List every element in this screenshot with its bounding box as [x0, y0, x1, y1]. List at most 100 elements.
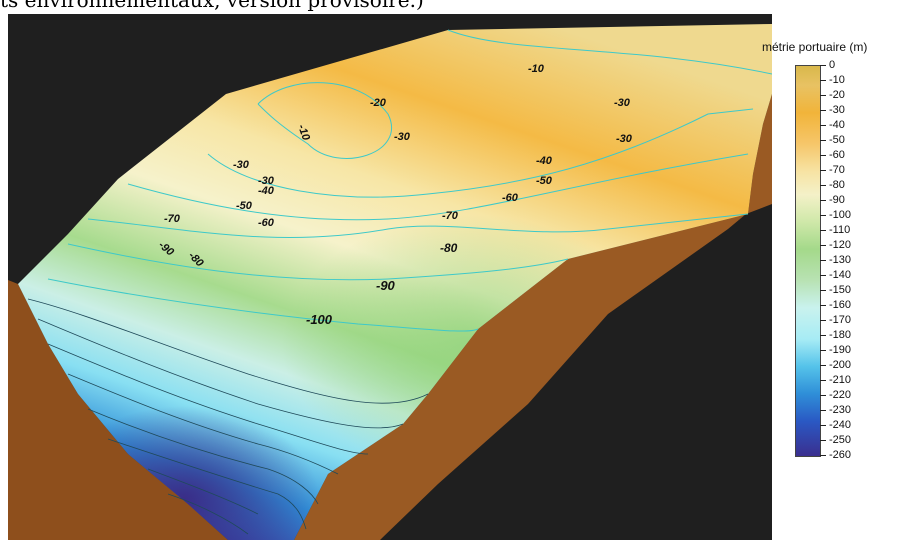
- contour-label: -80: [440, 241, 458, 255]
- legend-tick-label: -80: [829, 179, 845, 191]
- contour-label: -70: [442, 210, 459, 222]
- legend-tick-label: -60: [829, 149, 845, 161]
- legend-tick-label: -100: [829, 209, 852, 221]
- block-left-face: [8, 280, 228, 540]
- legend-tick: -130: [820, 254, 852, 266]
- legend-tick-label: -200: [829, 359, 852, 371]
- legend-tick-mark: [820, 379, 826, 381]
- legend-tick: -110: [820, 224, 851, 236]
- legend-tick-mark: [820, 169, 826, 171]
- contour-label: -100: [306, 312, 333, 327]
- legend-tick-mark: [820, 394, 826, 396]
- contour-labels: -10 -20 -30 -30 -30 -10 -30 -30 -40 -40 …: [156, 63, 633, 327]
- legend-tick: -80: [820, 179, 845, 191]
- legend-tick-mark: [820, 334, 826, 336]
- contour-label: -50: [536, 175, 553, 187]
- contour-label: -60: [502, 192, 519, 204]
- depth-scale-ticks: 0 -10 -20 -30 -40 -50 -60 -70 -80 -90 -100 -110 -120…: [820, 59, 890, 461]
- legend-tick-mark: [820, 79, 826, 81]
- legend-tick: -250: [820, 434, 852, 446]
- legend-tick: -20: [820, 89, 845, 101]
- legend-tick-label: -180: [829, 329, 852, 341]
- legend-tick-mark: [820, 424, 826, 426]
- contour-lines-deep: [27, 298, 429, 535]
- legend-tick-mark: [820, 289, 826, 291]
- depth-color-scale: [795, 65, 821, 457]
- legend-tick-mark: [820, 259, 826, 261]
- contour-label: -30: [233, 159, 250, 171]
- legend-tick-mark: [820, 319, 826, 321]
- legend-tick: -170: [820, 315, 851, 326]
- legend-tick-label: -140: [829, 269, 852, 281]
- legend-tick: -190: [820, 344, 852, 356]
- legend-tick-label: -150: [829, 284, 852, 296]
- contour-label: -40: [258, 185, 275, 197]
- legend-tick-label: -210: [829, 374, 852, 386]
- legend-tick: -200: [820, 359, 852, 371]
- legend-tick-label: -130: [829, 254, 852, 266]
- bathymetry-block-svg: -10 -20 -30 -30 -30 -10 -30 -30 -40 -40 …: [8, 24, 772, 540]
- surface-shading-deep: [18, 24, 772, 540]
- legend-tick: -100: [820, 209, 852, 221]
- legend-tick: -210: [820, 374, 852, 386]
- contour-label: -10: [295, 123, 312, 143]
- legend-tick-mark: [820, 124, 826, 126]
- contour-lines-shallow: [47, 29, 772, 332]
- legend-tick: -120: [820, 239, 852, 251]
- contour-label: -70: [164, 213, 181, 225]
- legend-tick-label: -70: [829, 164, 845, 176]
- contour-label: -30: [614, 97, 631, 109]
- legend-tick-mark: [820, 94, 826, 96]
- legend-tick-label: -110: [829, 224, 851, 236]
- legend-tick: -260: [820, 450, 851, 461]
- legend-tick-mark: [820, 109, 826, 111]
- legend-tick-label: -240: [829, 419, 852, 431]
- legend-tick-mark: [820, 199, 826, 201]
- legend-tick-mark: [820, 439, 826, 441]
- figure-caption: ts environnementaux, version provisoire.…: [0, 0, 424, 12]
- legend-tick-mark: [820, 274, 826, 276]
- legend-tick-mark: [820, 214, 826, 216]
- legend-tick-mark: [820, 64, 826, 66]
- legend-tick-label: -230: [829, 404, 852, 416]
- contour-label: -90: [376, 278, 396, 293]
- legend-tick: -10: [820, 74, 845, 86]
- legend-tick: -30: [820, 104, 845, 116]
- contour-label: -10: [528, 63, 545, 75]
- legend-tick-label: -190: [829, 344, 852, 356]
- legend-tick: -60: [820, 149, 845, 161]
- legend-tick-label: -10: [829, 74, 845, 86]
- legend-tick-label: -30: [829, 104, 845, 116]
- legend-tick-label: -160: [829, 299, 852, 311]
- legend-tick-mark: [820, 454, 826, 456]
- legend-tick-mark: [820, 304, 826, 306]
- legend-tick-mark: [820, 349, 826, 351]
- map-3d-viewport[interactable]: -10 -20 -30 -30 -30 -10 -30 -30 -40 -40 …: [8, 14, 772, 540]
- legend-tick-mark: [820, 184, 826, 186]
- legend-tick: -160: [820, 299, 852, 311]
- legend-tick-label: -90: [829, 194, 845, 206]
- block-right-face: [294, 94, 772, 540]
- legend-tick-mark: [820, 229, 826, 231]
- legend-tick: -230: [820, 404, 852, 416]
- legend-tick-label: -20: [829, 89, 845, 101]
- legend-tick-label: -120: [829, 239, 852, 251]
- legend-tick: -40: [820, 120, 845, 131]
- contour-label: -30: [258, 175, 275, 187]
- contour-label: -50: [236, 200, 253, 212]
- contour-label: -30: [394, 131, 411, 143]
- legend-tick: -140: [820, 269, 852, 281]
- legend-tick: -180: [820, 329, 852, 341]
- legend-tick: -90: [820, 194, 845, 206]
- legend-tick-label: -250: [829, 434, 852, 446]
- contour-label: -30: [616, 133, 633, 145]
- legend-tick: -220: [820, 390, 851, 401]
- legend-tick-mark: [820, 139, 826, 141]
- contour-label: -60: [258, 217, 275, 229]
- legend-tick-mark: [820, 154, 826, 156]
- legend-tick: 0: [820, 59, 836, 71]
- legend-tick: -240: [820, 419, 852, 431]
- legend-tick-mark: [820, 364, 826, 366]
- legend-tick-label: 0: [829, 59, 836, 71]
- contour-label: -40: [536, 155, 553, 167]
